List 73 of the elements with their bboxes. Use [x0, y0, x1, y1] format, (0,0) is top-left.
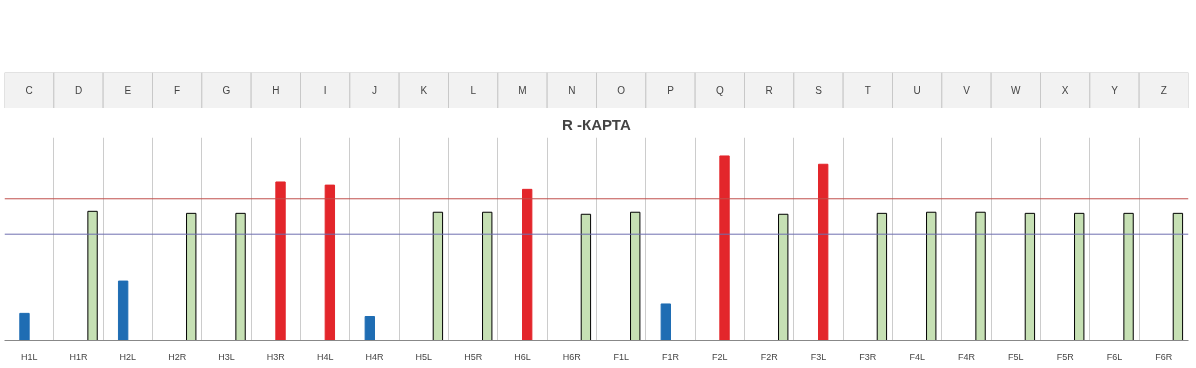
x-tick-label: F4L — [909, 351, 925, 362]
text: O — [617, 85, 626, 96]
text: Y — [1111, 85, 1119, 96]
x-tick-label: H1R — [69, 351, 88, 362]
bar — [580, 213, 592, 341]
x-tick-label: H2R — [168, 351, 187, 362]
bar — [876, 212, 888, 341]
text: V — [963, 85, 971, 96]
x-tick-label: F1L — [613, 351, 629, 362]
x-tick-label: H4L — [316, 351, 334, 362]
text: Z — [1160, 85, 1167, 96]
bar — [364, 316, 375, 341]
bar — [818, 163, 829, 341]
bar — [522, 188, 533, 341]
x-tick-label: F3R — [859, 351, 877, 362]
bar — [186, 212, 197, 341]
bar — [275, 181, 286, 341]
text: N — [568, 85, 576, 96]
x-tick-label: H1L — [20, 351, 38, 362]
x-tick-label: F2R — [760, 351, 779, 362]
x-tick-label: H3L — [218, 351, 235, 362]
text: K — [420, 85, 428, 96]
bar — [324, 184, 336, 341]
bar — [660, 303, 671, 341]
x-tick-label: H4R — [365, 351, 384, 362]
bar — [1172, 212, 1184, 341]
bar — [1074, 212, 1085, 341]
text: C — [25, 85, 33, 96]
x-tick-label: H2L — [119, 351, 137, 362]
x-tick-label: F5L — [1008, 351, 1024, 362]
text: I — [323, 85, 327, 96]
x-tick-label: H6R — [562, 351, 582, 362]
chart-title: R -КАРТА — [562, 115, 632, 133]
bar — [975, 211, 986, 341]
x-tick-label: F6L — [1106, 351, 1123, 362]
x-tick-label: F4R — [958, 351, 976, 362]
x-tick-label: F5R — [1056, 351, 1075, 362]
bar — [235, 212, 246, 341]
bar — [719, 155, 730, 341]
text: L — [470, 85, 477, 96]
text: H — [272, 85, 280, 96]
text: T — [864, 85, 871, 96]
x-tick-label: F1R — [662, 351, 680, 362]
x-tick-label: H3R — [266, 351, 286, 362]
bar — [482, 211, 493, 341]
text: D — [74, 85, 83, 96]
bar — [87, 210, 98, 341]
bar — [1123, 212, 1134, 341]
text: F — [174, 85, 181, 96]
bar — [1024, 212, 1036, 341]
text: Q — [715, 85, 724, 96]
text: U — [913, 85, 921, 96]
bar — [630, 211, 641, 341]
text: W — [1011, 85, 1022, 96]
text: E — [124, 85, 132, 96]
text: J — [372, 85, 377, 96]
text: M — [518, 85, 527, 96]
x-tick-label: F3L — [810, 351, 827, 362]
bar — [432, 211, 444, 341]
bar — [19, 312, 30, 341]
x-tick-label: F6R — [1155, 351, 1173, 362]
bar — [778, 213, 789, 341]
x-tick-label: F2L — [712, 351, 728, 362]
x-tick-label: H5R — [464, 351, 483, 362]
bar — [926, 211, 937, 341]
x-tick-label: H5L — [415, 351, 433, 362]
text: P — [667, 85, 675, 96]
text: G — [222, 85, 231, 96]
x-tick-label: H6L — [514, 351, 531, 362]
text: X — [1061, 85, 1069, 96]
bar — [117, 280, 129, 341]
text: S — [815, 85, 823, 96]
text: R — [765, 85, 773, 96]
